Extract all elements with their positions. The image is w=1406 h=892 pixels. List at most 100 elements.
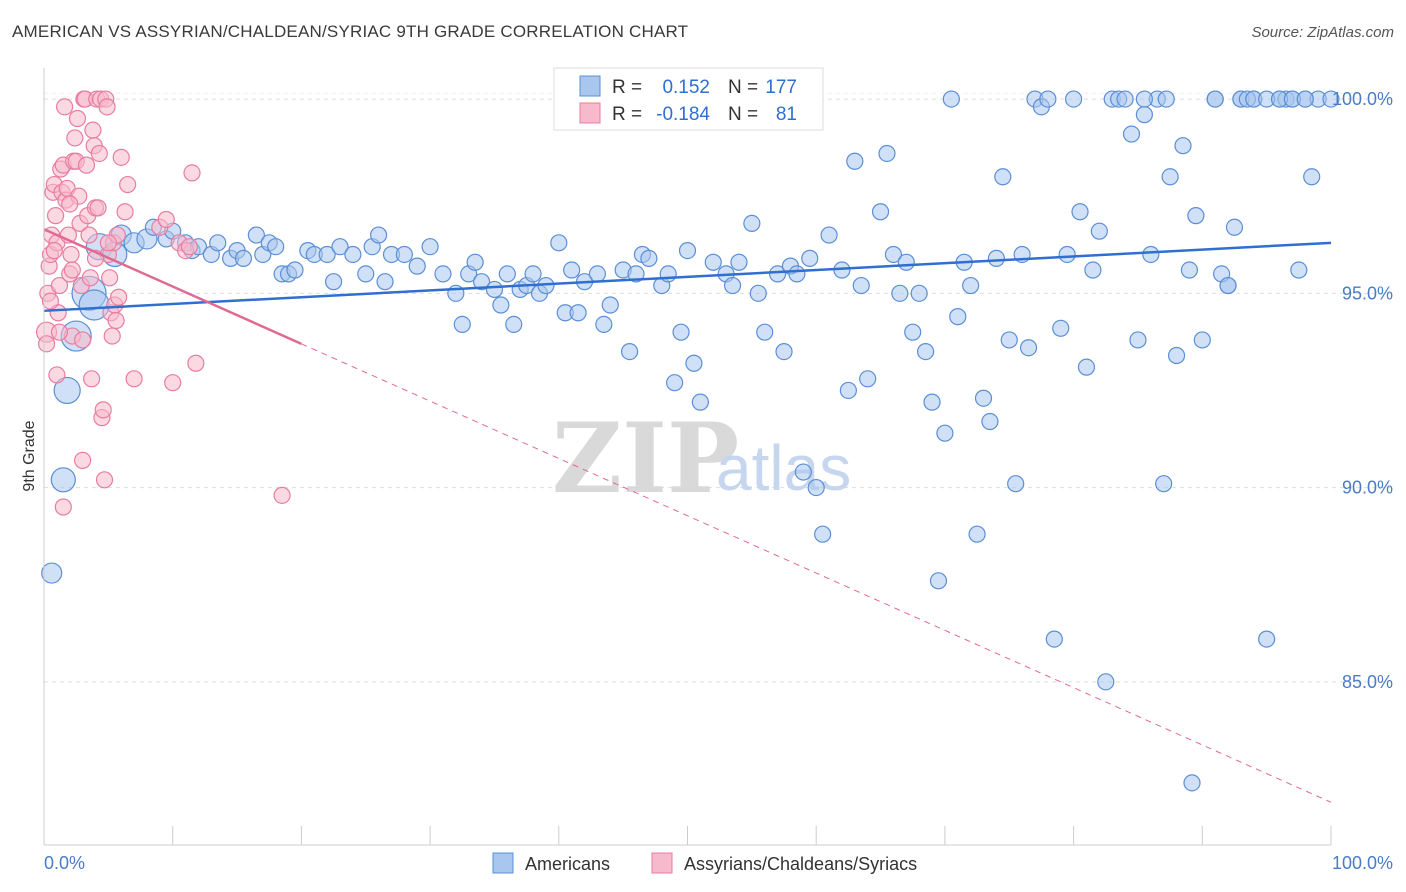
americans-point [595,315,613,334]
americans-point [730,253,748,271]
bottom-legend-americans-swatch [492,852,514,874]
assyrians-point [74,331,92,349]
americans-point [1052,319,1070,337]
americans-point [807,478,825,497]
x-tick-label-end: 100.0% [1332,853,1393,873]
americans-point [331,238,349,256]
americans-point [897,253,915,271]
americans-point [1122,125,1141,143]
assyrians-point [90,144,108,163]
assyrians-point [77,156,96,174]
y-tick-labels: 85.0% 90.0% 95.0% 100.0% [1332,89,1393,692]
americans-point [1077,358,1096,376]
americans-point [640,249,658,267]
americans-point [1157,90,1175,108]
gridlines [44,92,1393,683]
assyrians-point [63,261,81,279]
americans-point [942,90,960,108]
americans-point [505,315,523,334]
americans-point [756,323,774,341]
americans-point [974,389,993,407]
bottom-legend-assyrians-swatch [651,852,673,874]
americans-point [749,284,767,302]
americans-point [704,253,722,271]
americans-point [620,343,639,361]
americans-point [1116,90,1134,108]
americans-point [434,265,452,283]
americans-point [588,265,607,283]
americans-point [1219,276,1237,295]
americans-point [994,168,1012,186]
americans-point [324,273,343,291]
americans-n-value: 177 [765,77,797,98]
americans-point [910,284,928,302]
americans-r-value: 0.152 [662,77,710,98]
assyrians-point [62,245,80,264]
americans-point [1058,245,1076,264]
americans-point [878,144,896,163]
americans-point [1135,90,1153,108]
assyrians-n-label: N = [728,104,758,125]
americans-point [1039,90,1057,108]
americans-point [1090,222,1108,240]
watermark-atlas: atlas [716,432,851,504]
x-tick-marks [43,826,1332,845]
x-tick-label-start: 0.0% [44,853,85,873]
assyrians-point [46,207,65,225]
assyrians-point [183,164,201,182]
americans-point [1045,630,1063,648]
americans-point [1258,630,1276,648]
americans-point [1183,774,1201,792]
assyrians-point [37,335,56,353]
americans-swatch [579,75,601,97]
americans-point [466,253,484,271]
americans-point [524,265,542,283]
americans-point [962,276,980,295]
americans-point [344,245,362,264]
assyrians-point [94,401,112,419]
assyrians-point [41,292,60,310]
assyrians-r-label: R = [612,104,642,125]
americans-point [1167,346,1186,365]
stats-legend: R = 0.152 N = 177 R = -0.184 N = 81 [553,67,824,131]
americans-point [678,241,697,260]
americans-point [852,276,870,295]
trendlines [43,228,1332,803]
americans-point [929,572,948,590]
assyrians-point [48,366,66,384]
americans-point [672,323,690,341]
americans-point [1071,203,1089,221]
assyrians-point [45,241,63,260]
assyrians-point [74,451,92,469]
americans-point [859,370,877,388]
americans-point [871,203,890,221]
americans-point [453,315,471,334]
assyrians-point [180,238,199,256]
americans-trendline [43,241,1332,313]
americans-point [1322,90,1340,108]
americans-point [1064,90,1083,108]
assyrians-trendline-extension [301,343,1332,803]
americans-point [370,226,388,244]
assyrians-point [61,195,79,213]
chart-title: AMERICAN VS ASSYRIAN/CHALDEAN/SYRIAC 9TH… [12,22,689,41]
assyrians-point [107,311,125,330]
americans-point [884,245,903,264]
bottom-legend: Americans Assyrians/Chaldeans/Syriacs [492,852,917,874]
americans-point [814,525,832,543]
americans-points [41,90,1340,792]
americans-point [788,265,806,283]
assyrians-point [164,374,182,392]
assyrians-point [83,370,101,388]
assyrians-points [35,90,291,516]
americans-point [923,393,941,411]
americans-point [936,424,954,442]
assyrians-point [68,109,87,128]
y-tick-label-95: 95.0% [1342,283,1393,303]
assyrians-point [119,175,137,194]
y-tick-label-85: 85.0% [1342,672,1393,692]
americans-point [1161,168,1179,186]
y-axis-title: 9th Grade [21,420,38,491]
assyrians-point [81,269,99,287]
americans-point [839,381,857,400]
